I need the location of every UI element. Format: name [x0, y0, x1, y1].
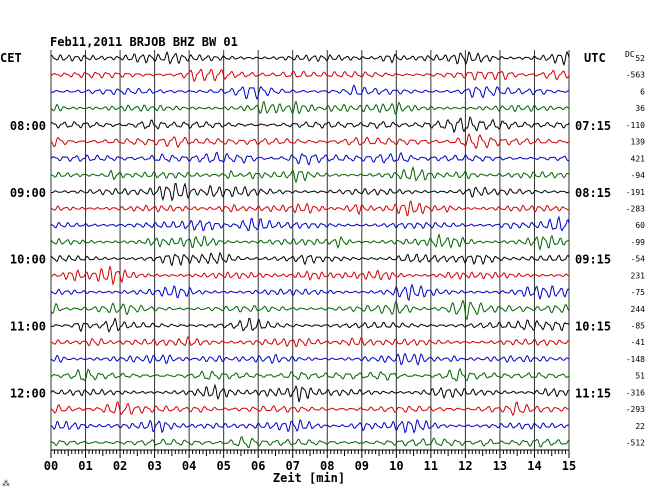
dc-offset-label: -148: [626, 355, 645, 364]
seismic-trace: [50, 367, 570, 382]
cet-hour-label: 12:00: [10, 386, 46, 400]
x-axis: 00 01 02 03 04 05 06 07 08 09 10 11 12 13 14 15: [44, 449, 576, 473]
x-tick-label: 03: [147, 459, 161, 473]
seismic-trace: [50, 265, 570, 286]
seismic-trace: [50, 317, 570, 333]
dc-offset-label: -512: [626, 439, 645, 448]
footer-mark: ⁂: [2, 479, 10, 488]
x-tick-label: 11: [424, 459, 438, 473]
seismic-trace: [50, 251, 570, 267]
x-tick-label: 10: [389, 459, 403, 473]
dc-offset-label: 52: [635, 54, 645, 63]
seismic-trace: [50, 418, 570, 434]
labels: Feb11,2011 BRJOB BHZ BW 01 CET UTC DC Ze…: [0, 35, 635, 488]
x-tick-label: 05: [216, 459, 230, 473]
dc-offset-label: 139: [631, 138, 646, 147]
seismic-traces: 52 -563 6 36 -110 139 421 -94 -191 -283 60 -99 -54 23…: [50, 50, 646, 449]
dc-offset-label: 36: [635, 104, 645, 113]
seismic-trace: [50, 401, 570, 417]
seismic-trace: [50, 50, 570, 67]
cet-label: CET: [0, 51, 22, 65]
utc-hour-label: 10:15: [575, 320, 611, 334]
dc-offset-label: -316: [626, 388, 645, 397]
dc-offset-label: 421: [631, 154, 646, 163]
dc-offset-label: -563: [626, 71, 645, 80]
dc-offset-label: -75: [631, 288, 646, 297]
x-tick-label: 04: [182, 459, 196, 473]
dc-offset-label: -283: [626, 204, 645, 213]
x-tick-label: 07: [286, 459, 300, 473]
cet-hour-label: 09:00: [10, 186, 46, 200]
dc-offset-label: -41: [631, 338, 646, 347]
x-tick-label: 12: [458, 459, 472, 473]
x-tick-label: 13: [493, 459, 507, 473]
seismic-trace: [50, 132, 570, 150]
utc-hour-label: 09:15: [575, 253, 611, 267]
seismic-trace: [50, 283, 570, 302]
seismic-trace: [50, 383, 570, 403]
dc-offset-label: -94: [631, 171, 646, 180]
x-tick-label: 01: [78, 459, 92, 473]
x-tick-label: 14: [527, 459, 541, 473]
seismic-trace: [50, 200, 570, 217]
cet-hour-label: 10:00: [10, 253, 46, 267]
utc-hour-label: 07:15: [575, 119, 611, 133]
dc-label: DC: [625, 50, 635, 59]
seismic-trace: [50, 115, 570, 134]
cet-hour-label: 11:00: [10, 320, 46, 334]
seismic-trace: [50, 215, 570, 232]
dc-offset-label: 244: [631, 305, 646, 314]
x-tick-label: 15: [562, 459, 576, 473]
seismic-trace: [50, 436, 570, 449]
utc-label: UTC: [584, 51, 606, 65]
cet-hour-label: 08:00: [10, 119, 46, 133]
dc-offset-label: 60: [635, 221, 645, 230]
grid-lines: [50, 50, 570, 452]
seismic-trace: [50, 352, 570, 366]
seismic-trace: [50, 151, 570, 166]
seismic-trace: [50, 232, 570, 251]
dc-offset-label: -99: [631, 238, 646, 247]
x-tick-label: 09: [355, 459, 369, 473]
x-tick-label: 08: [320, 459, 334, 473]
seismic-trace: [50, 182, 570, 202]
utc-hour-label: 11:15: [575, 386, 611, 400]
seismic-trace: [50, 100, 570, 116]
dc-offset-label: -293: [626, 405, 645, 414]
dc-offset-label: 231: [631, 271, 646, 280]
chart-title: Feb11,2011 BRJOB BHZ BW 01: [50, 35, 238, 49]
seismic-trace: [50, 335, 570, 348]
x-tick-label: 00: [44, 459, 58, 473]
x-axis-label: Zeit [min]: [273, 471, 345, 485]
x-tick-label: 02: [113, 459, 127, 473]
x-tick-label: 06: [251, 459, 265, 473]
dc-offset-label: -54: [631, 255, 646, 264]
dc-offset-label: -110: [626, 121, 645, 130]
dc-offset-label: 51: [635, 372, 645, 381]
seismic-trace: [50, 299, 570, 321]
seismic-trace: [50, 68, 570, 82]
seismic-trace: [50, 165, 570, 184]
dc-offset-label: -85: [631, 322, 646, 331]
utc-hour-label: 08:15: [575, 186, 611, 200]
dc-offset-label: 22: [635, 422, 645, 431]
dc-offset-label: -191: [626, 188, 645, 197]
seismic-trace: [50, 84, 570, 101]
dc-offset-label: 6: [640, 87, 645, 96]
